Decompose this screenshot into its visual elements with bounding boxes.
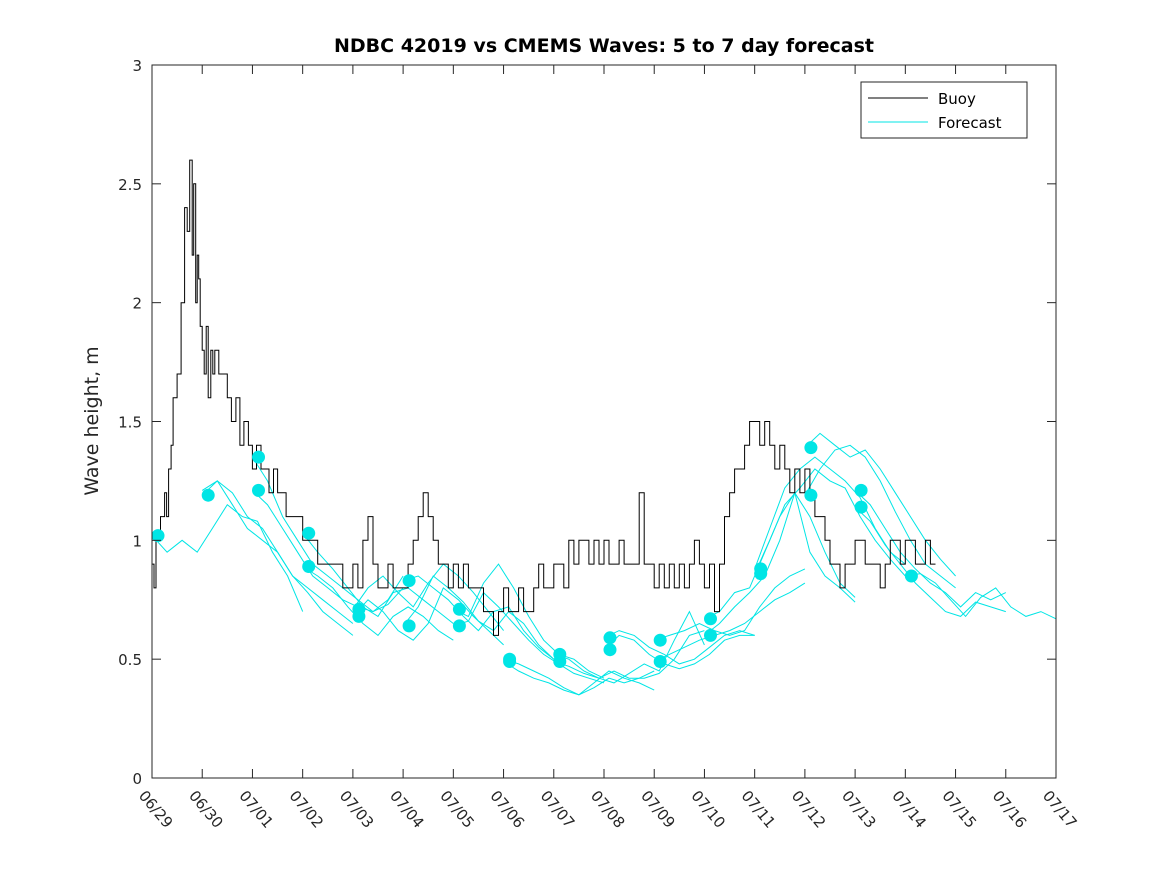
forecast-line-6	[302, 566, 454, 641]
chart-title: NDBC 42019 vs CMEMS Waves: 5 to 7 day fo…	[334, 35, 874, 57]
legend-forecast-label: Forecast	[938, 114, 1002, 132]
forecast-start-marker-23	[754, 567, 768, 581]
forecast-start-marker-16	[603, 631, 617, 645]
forecast-line-27	[854, 490, 1007, 608]
y-tick-label-6: 3	[132, 57, 142, 75]
buoy-line	[152, 159, 936, 636]
legend-buoy-label: Buoy	[938, 90, 976, 108]
forecast-start-marker-3	[252, 483, 265, 497]
y-tick-label-0: 0	[132, 770, 142, 788]
forecast-start-marker-25	[804, 488, 818, 502]
y-tick-label-2: 1	[132, 532, 142, 550]
forecast-line-14	[503, 661, 655, 696]
forecast-start-marker-26	[854, 483, 868, 497]
forecast-start-marker-4	[302, 526, 316, 540]
plot-area	[151, 64, 1057, 779]
forecast-line-5	[302, 532, 454, 624]
forecast-line-26	[804, 444, 956, 589]
forecast-line-17	[603, 630, 755, 665]
forecast-start-marker-24	[804, 441, 818, 455]
forecast-start-marker-18	[653, 633, 667, 647]
legend-box	[860, 81, 1028, 139]
forecast-start-marker-19	[653, 655, 667, 668]
forecast-start-marker-8	[402, 574, 416, 588]
forecast-start-marker-9	[402, 619, 416, 633]
forecast-start-marker-27	[854, 500, 868, 514]
forecast-start-marker-7	[352, 609, 366, 623]
forecast-line-18	[603, 634, 755, 670]
forecast-line-10	[402, 575, 555, 660]
forecast-start-marker-15	[553, 655, 567, 668]
forecast-start-marker-0	[151, 529, 165, 543]
forecast-line-12	[453, 591, 605, 684]
buoy-line-group	[152, 159, 936, 636]
forecast-line-28	[854, 506, 1006, 617]
forecast-line-0	[151, 503, 304, 612]
forecast-start-marker-28	[904, 569, 918, 583]
y-tick-label-5: 2.5	[118, 176, 142, 194]
forecast-line-9	[402, 575, 555, 660]
forecast-start-marker-10	[452, 602, 466, 616]
forecast-line-2	[201, 480, 354, 636]
y-tick-label-1: 0.5	[118, 651, 142, 669]
forecast-line-29	[905, 573, 1057, 620]
forecast-line-15	[553, 610, 705, 684]
forecast-line-11	[453, 563, 605, 679]
forecast-start-markers	[151, 441, 918, 668]
y-axis-ticks: 0 0.5 1 1.5 2 2.5 3	[118, 57, 1056, 788]
forecast-line-24	[754, 468, 906, 577]
forecast-line-16	[553, 630, 705, 679]
forecast-line-4	[252, 490, 404, 613]
axes-background	[152, 65, 1056, 778]
forecast-start-marker-20	[704, 612, 717, 626]
forecast-start-marker-5	[302, 560, 316, 573]
y-tick-label-3: 1.5	[118, 414, 142, 432]
y-axis-label: Wave height, m	[81, 346, 103, 495]
forecast-start-marker-17	[603, 643, 617, 657]
forecast-start-marker-13	[503, 655, 517, 668]
forecast-start-marker-11	[452, 619, 466, 633]
forecast-line-19	[654, 568, 806, 641]
forecast-start-marker-21	[704, 628, 717, 642]
forecast-line-20	[653, 582, 806, 662]
legend: Buoy Forecast	[860, 81, 1028, 139]
forecast-start-marker-1	[201, 488, 215, 502]
y-tick-label-4: 2	[132, 295, 142, 313]
forecast-start-marker-2	[252, 450, 265, 464]
